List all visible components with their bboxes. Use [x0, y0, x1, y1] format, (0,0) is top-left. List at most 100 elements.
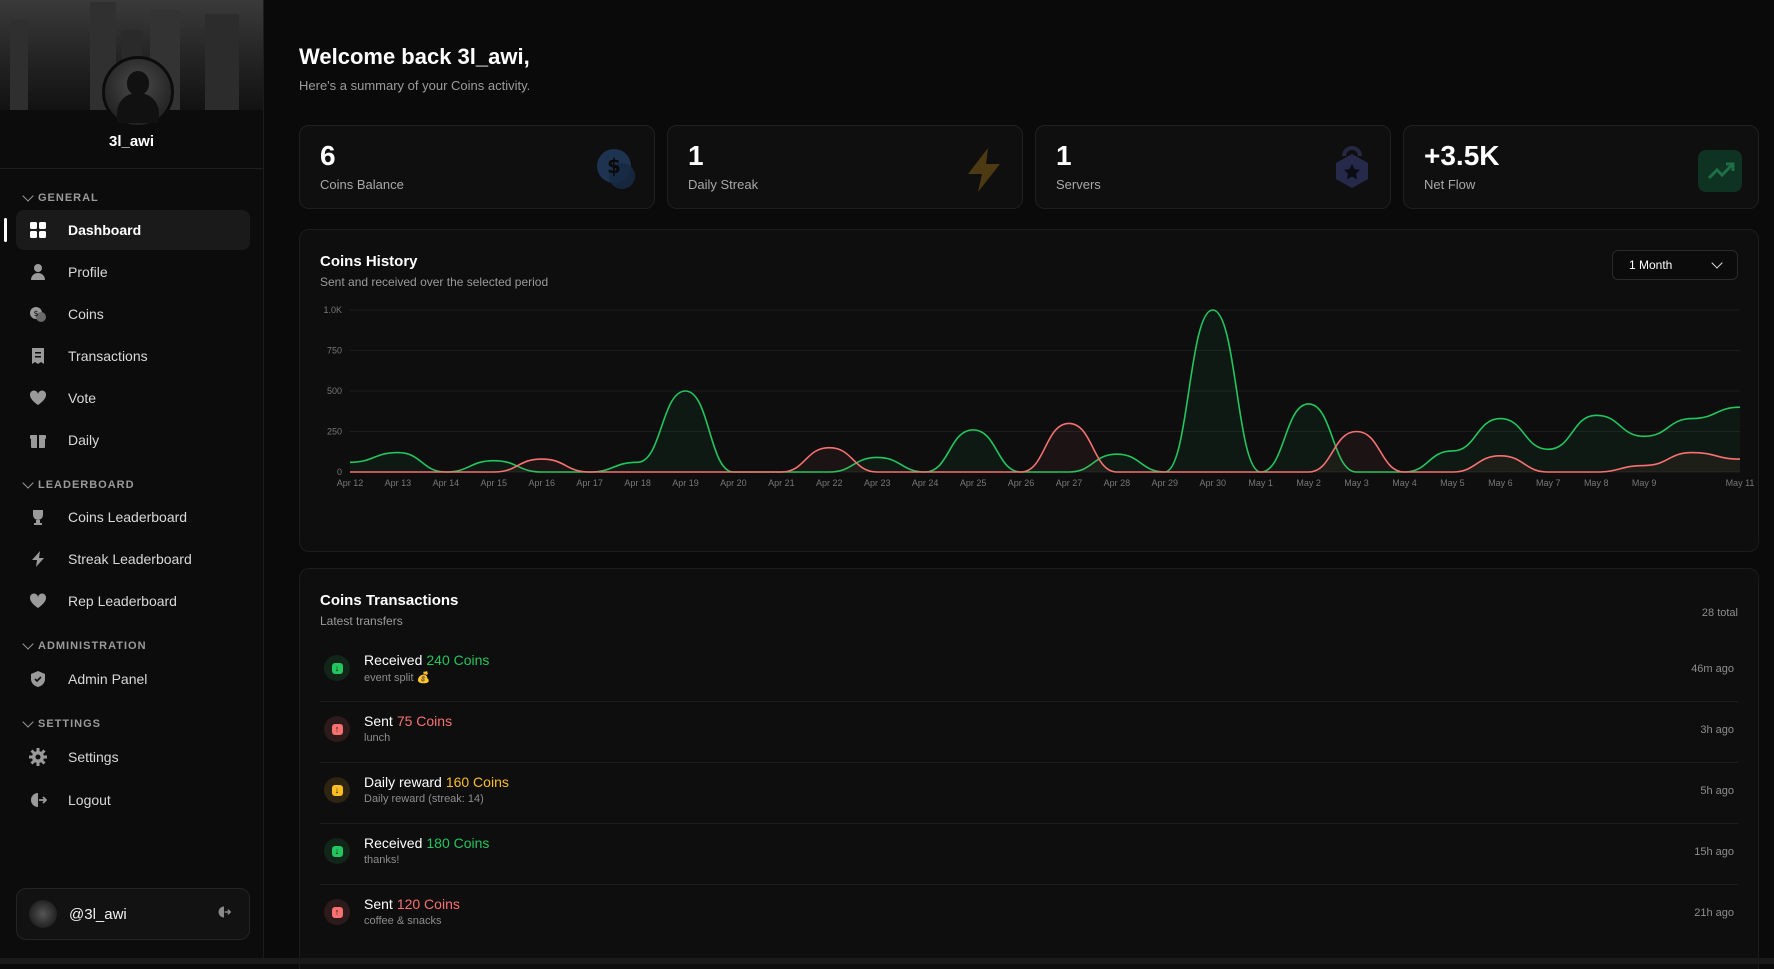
arrow-up-icon: ↑	[324, 716, 350, 742]
x-tick-label: Apr 27	[1056, 478, 1083, 488]
x-tick-label: Apr 17	[576, 478, 603, 488]
sidebar-item-coins[interactable]: $ Coins	[16, 294, 250, 334]
x-tick-label: Apr 24	[912, 478, 939, 488]
gift-icon	[28, 430, 48, 450]
stat-value: 1	[688, 140, 704, 172]
avatar	[29, 900, 57, 928]
transaction-action: Received	[364, 652, 422, 668]
page-subtitle: Here's a summary of your Coins activity.	[299, 78, 530, 93]
section-administration[interactable]: ADMINISTRATION	[24, 640, 147, 652]
logout-icon	[28, 790, 48, 810]
stat-card-netflow: +3.5K Net Flow	[1403, 125, 1759, 209]
main-content: Welcome back 3l_awi, Here's a summary of…	[264, 0, 1774, 964]
shield-icon	[28, 669, 48, 689]
window-bottom-edge	[0, 958, 1774, 964]
profile-avatar[interactable]	[102, 56, 174, 128]
x-tick-label: Apr 21	[768, 478, 795, 488]
user-card[interactable]: @3l_awi	[16, 888, 250, 940]
x-tick-label: Apr 14	[433, 478, 460, 488]
sidebar-item-daily[interactable]: Daily	[16, 420, 250, 460]
stat-value: +3.5K	[1424, 140, 1500, 172]
transaction-amount: 75 Coins	[397, 713, 452, 729]
active-indicator	[4, 218, 7, 242]
arrow-up-icon: ↑	[324, 899, 350, 925]
arrow-down-icon: ↓	[324, 777, 350, 803]
sidebar-item-dashboard[interactable]: Dashboard	[16, 210, 250, 250]
coins-transactions-panel: Coins Transactions Latest transfers 28 t…	[299, 568, 1759, 969]
x-tick-label: Apr 15	[481, 478, 508, 488]
x-tick-label: Apr 29	[1152, 478, 1179, 488]
transaction-time: 21h ago	[1694, 907, 1734, 919]
x-tick-label: May 8	[1584, 478, 1609, 488]
stat-label: Daily Streak	[688, 177, 758, 192]
stat-label: Servers	[1056, 177, 1101, 192]
x-tick-label: May 5	[1440, 478, 1465, 488]
x-tick-label: Apr 12	[337, 478, 364, 488]
user-icon	[28, 262, 48, 282]
x-tick-label: Apr 23	[864, 478, 891, 488]
x-tick-label: May 2	[1296, 478, 1321, 488]
sidebar-item-coins-leaderboard[interactable]: Coins Leaderboard	[16, 497, 250, 537]
coins-icon: $	[28, 304, 48, 324]
transaction-action: Received	[364, 835, 422, 851]
transactions-title: Coins Transactions	[320, 592, 458, 609]
x-tick-label: May 3	[1344, 478, 1369, 488]
sidebar-username: 3l_awi	[0, 133, 263, 150]
transactions-subtitle: Latest transfers	[320, 614, 403, 628]
svg-text:$: $	[607, 154, 621, 178]
stat-label: Coins Balance	[320, 177, 404, 192]
section-settings[interactable]: SETTINGS	[24, 718, 101, 730]
chevron-down-icon	[22, 638, 33, 649]
chevron-down-icon	[22, 716, 33, 727]
x-tick-label: May 11	[1726, 478, 1755, 488]
x-tick-label: Apr 16	[528, 478, 555, 488]
receipt-icon	[28, 346, 48, 366]
section-leaderboard[interactable]: LEADERBOARD	[24, 479, 135, 491]
server-badge-icon	[1328, 146, 1376, 194]
arrow-down-icon: ↓	[324, 655, 350, 681]
dollar-coin-icon: $	[592, 146, 640, 194]
sidebar-item-profile[interactable]: Profile	[16, 252, 250, 292]
transactions-total: 28 total	[1702, 607, 1738, 619]
sidebar-item-streak-leaderboard[interactable]: Streak Leaderboard	[16, 539, 250, 579]
x-tick-label: Apr 22	[816, 478, 843, 488]
svg-text:$: $	[33, 309, 38, 318]
stat-value: 6	[320, 140, 336, 172]
heart-icon	[28, 388, 48, 408]
logout-icon[interactable]	[217, 905, 231, 924]
transaction-time: 3h ago	[1700, 724, 1734, 736]
transaction-amount: 160 Coins	[446, 774, 509, 790]
sidebar-item-transactions[interactable]: Transactions	[16, 336, 250, 376]
stat-value: 1	[1056, 140, 1072, 172]
arrow-down-icon: ↓	[324, 838, 350, 864]
x-tick-label: Apr 19	[672, 478, 699, 488]
transaction-note: Daily reward (streak: 14)	[364, 793, 484, 805]
x-tick-label: Apr 20	[720, 478, 747, 488]
x-tick-label: Apr 30	[1199, 478, 1226, 488]
transaction-time: 46m ago	[1691, 663, 1734, 675]
x-tick-label: Apr 26	[1008, 478, 1035, 488]
stat-card-servers: 1 Servers	[1035, 125, 1391, 209]
sidebar-item-logout[interactable]: Logout	[16, 780, 250, 820]
x-tick-label: May 6	[1488, 478, 1513, 488]
user-handle: @3l_awi	[69, 906, 217, 923]
gear-icon	[28, 747, 48, 767]
transaction-action: Sent	[364, 713, 393, 729]
bolt-icon	[28, 549, 48, 569]
y-tick-label: 1.0K	[323, 305, 342, 315]
section-general[interactable]: GENERAL	[24, 192, 99, 204]
x-tick-label: May 4	[1392, 478, 1417, 488]
sidebar-item-admin-panel[interactable]: Admin Panel	[16, 659, 250, 699]
x-tick-label: Apr 18	[624, 478, 651, 488]
sidebar-item-vote[interactable]: Vote	[16, 378, 250, 418]
sidebar-item-settings[interactable]: Settings	[16, 737, 250, 777]
chevron-down-icon	[22, 477, 33, 488]
sidebar-item-rep-leaderboard[interactable]: Rep Leaderboard	[16, 581, 250, 621]
